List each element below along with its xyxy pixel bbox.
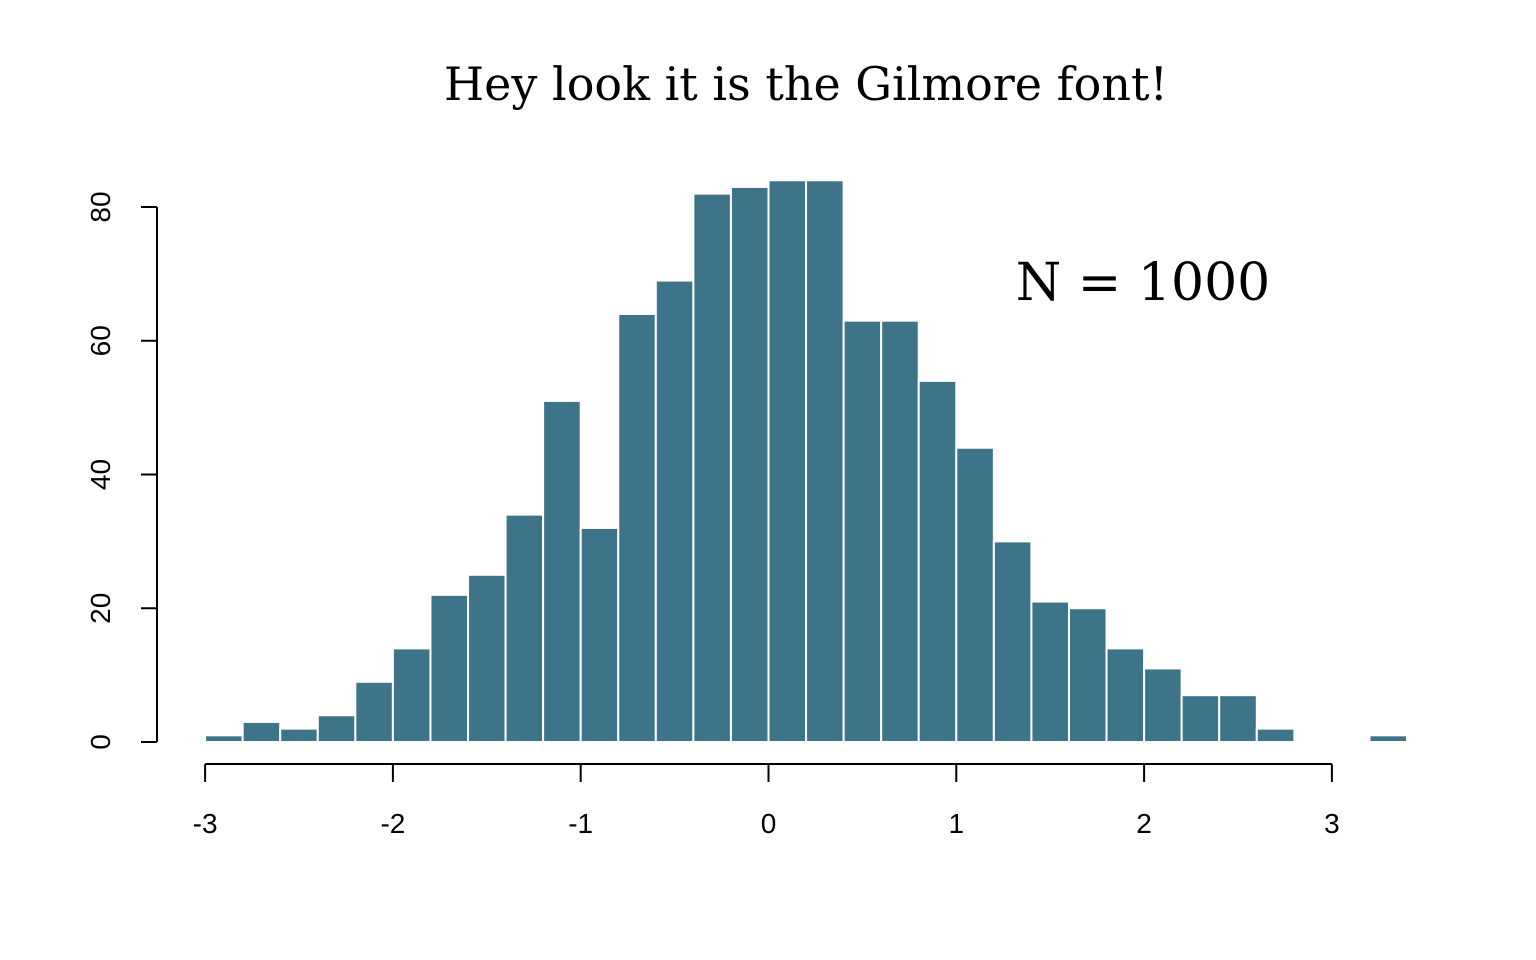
histogram-bar-12 — [654, 279, 695, 743]
histogram-bar-2 — [279, 727, 319, 744]
histogram-bar-28 — [1255, 727, 1296, 744]
histogram-bar-3 — [316, 714, 357, 743]
histogram-bar-21 — [992, 540, 1033, 744]
x-axis: -3 -2 -1 0 1 2 3 — [193, 763, 1340, 839]
histogram-bar-27 — [1218, 694, 1258, 744]
y-tick-label: 0 — [85, 734, 116, 750]
histogram-bar-20 — [955, 446, 995, 743]
x-tick-label: -3 — [193, 808, 218, 839]
histogram-bar-7 — [467, 573, 507, 743]
sample-size-annotation: N = 1000 — [1016, 253, 1270, 313]
y-tick-label: 60 — [85, 325, 116, 356]
histogram-bar-19 — [917, 379, 958, 744]
histogram-bar-8 — [504, 513, 545, 744]
histogram-bar-5 — [391, 647, 432, 744]
histogram-bar-22 — [1030, 600, 1070, 743]
histogram-bar-31 — [1368, 734, 1409, 743]
x-tick-label: 1 — [949, 808, 965, 839]
histogram-bar-15 — [767, 179, 808, 743]
histogram-bar-9 — [542, 399, 582, 743]
y-tick-label: 20 — [85, 593, 116, 624]
histogram-bar-1 — [241, 720, 282, 744]
histogram-bar-10 — [579, 527, 620, 743]
histogram-bar-17 — [842, 319, 883, 743]
histogram-bar-24 — [1105, 647, 1146, 744]
histogram-bar-16 — [805, 179, 845, 743]
chart-title: Hey look it is the Gilmore font! — [444, 57, 1168, 111]
x-tick-label: -1 — [568, 808, 593, 839]
histogram-bar-23 — [1067, 607, 1108, 743]
histogram-bar-25 — [1143, 667, 1183, 743]
histogram-bar-4 — [354, 680, 394, 743]
y-axis: 0 20 40 60 80 — [85, 191, 158, 750]
bars-group — [204, 179, 1409, 744]
histogram-bar-0 — [204, 734, 244, 743]
x-tick-label: 2 — [1136, 808, 1152, 839]
x-tick-label: -2 — [380, 808, 405, 839]
histogram-bar-11 — [617, 313, 657, 743]
y-tick-label: 80 — [85, 191, 116, 222]
x-tick-label: 3 — [1324, 808, 1340, 839]
histogram-bar-14 — [729, 185, 770, 743]
histogram-bar-13 — [692, 192, 732, 744]
x-tick-label: 0 — [761, 808, 777, 839]
y-tick-label: 40 — [85, 459, 116, 490]
histogram-bar-6 — [429, 593, 470, 744]
histogram-bar-26 — [1180, 694, 1221, 744]
histogram-bar-18 — [880, 319, 920, 743]
